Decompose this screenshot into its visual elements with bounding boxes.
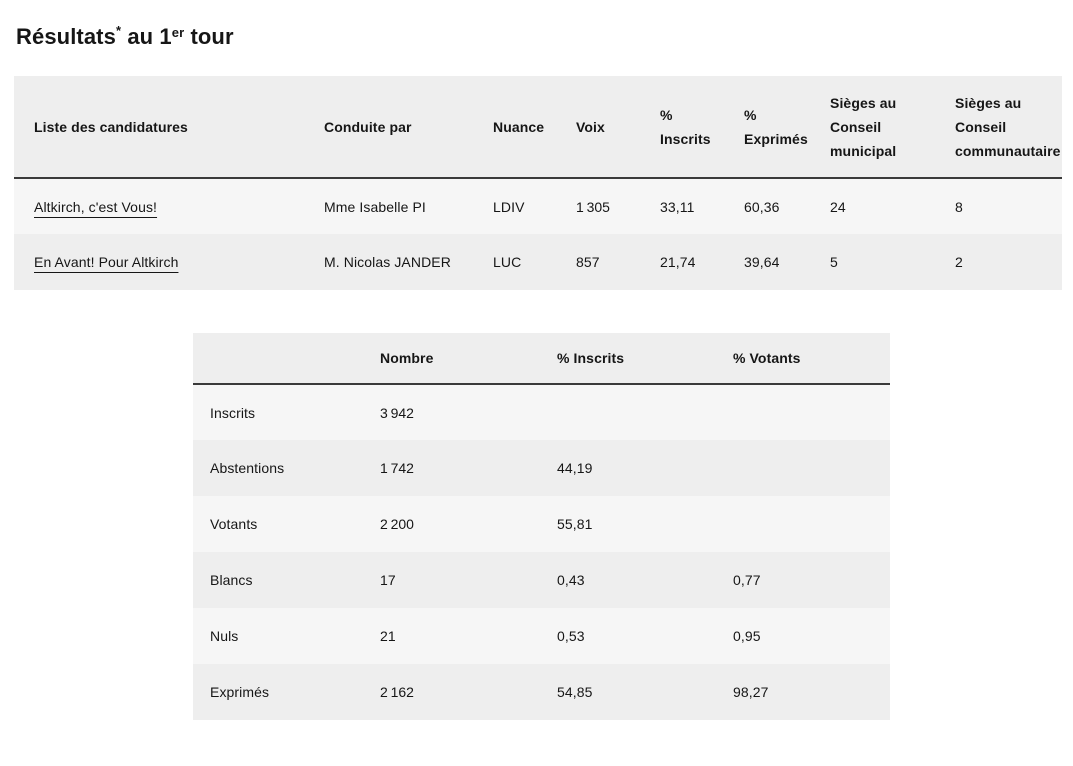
- cell-liste: Altkirch, c'est Vous!: [14, 178, 304, 234]
- cell-nombre: 21: [363, 608, 540, 664]
- cell-pct-inscrits: 54,85: [540, 664, 716, 720]
- cell-pct-inscrits: 0,53: [540, 608, 716, 664]
- title-text-end: tour: [184, 24, 234, 49]
- cell-nombre: 1 742: [363, 440, 540, 496]
- cell-pct-inscrits: [540, 384, 716, 440]
- cell-pct-exprimes: 60,36: [724, 178, 810, 234]
- col-header-pct-votants: % Votants: [716, 333, 890, 384]
- row-label: Votants: [193, 496, 363, 552]
- cell-conduite: Mme Isabelle PI: [304, 178, 473, 234]
- candidates-results-table: Liste des candidatures Conduite par Nuan…: [14, 76, 1062, 290]
- cell-voix: 857: [556, 234, 640, 290]
- row-label: Inscrits: [193, 384, 363, 440]
- table-row: Votants 2 200 55,81: [193, 496, 890, 552]
- table-row: En Avant! Pour Altkirch M. Nicolas JANDE…: [14, 234, 1062, 290]
- election-results-page: Résultats* au 1er tour Liste des candida…: [14, 24, 1062, 720]
- candidate-list-link[interactable]: En Avant! Pour Altkirch: [34, 254, 179, 270]
- footnote-asterisk: *: [115, 23, 122, 38]
- cell-sieges-municipal: 5: [810, 234, 935, 290]
- cell-pct-votants: 98,27: [716, 664, 890, 720]
- cell-nombre: 2 200: [363, 496, 540, 552]
- col-header-pct-inscrits: % Inscrits: [640, 76, 724, 178]
- cell-pct-votants: [716, 440, 890, 496]
- cell-pct-votants: [716, 384, 890, 440]
- cell-voix: 1 305: [556, 178, 640, 234]
- cell-pct-votants: 0,77: [716, 552, 890, 608]
- col-header-pct-exprimes: % Exprimés: [724, 76, 810, 178]
- cell-nuance: LUC: [473, 234, 556, 290]
- cell-pct-votants: [716, 496, 890, 552]
- cell-pct-inscrits: 55,81: [540, 496, 716, 552]
- cell-sieges-communautaire: 8: [935, 178, 1062, 234]
- cell-pct-votants: 0,95: [716, 608, 890, 664]
- participation-table: Nombre % Inscrits % Votants Inscrits 3 9…: [193, 333, 890, 720]
- table-row: Nuls 21 0,53 0,95: [193, 608, 890, 664]
- results-header-row: Liste des candidatures Conduite par Nuan…: [14, 76, 1062, 178]
- table-row: Blancs 17 0,43 0,77: [193, 552, 890, 608]
- row-label: Abstentions: [193, 440, 363, 496]
- table-row: Exprimés 2 162 54,85 98,27: [193, 664, 890, 720]
- cell-pct-inscrits: 21,74: [640, 234, 724, 290]
- cell-nombre: 2 162: [363, 664, 540, 720]
- cell-pct-inscrits: 0,43: [540, 552, 716, 608]
- cell-nombre: 3 942: [363, 384, 540, 440]
- table-row: Inscrits 3 942: [193, 384, 890, 440]
- col-header-nombre: Nombre: [363, 333, 540, 384]
- candidate-list-link[interactable]: Altkirch, c'est Vous!: [34, 198, 158, 215]
- title-text: Résultats: [16, 24, 116, 49]
- table-row: Abstentions 1 742 44,19: [193, 440, 890, 496]
- col-header-liste-candidatures: Liste des candidatures: [14, 76, 304, 178]
- col-header-nuance: Nuance: [473, 76, 556, 178]
- cell-pct-inscrits: 44,19: [540, 440, 716, 496]
- col-header-empty: [193, 333, 363, 384]
- participation-header-row: Nombre % Inscrits % Votants: [193, 333, 890, 384]
- cell-sieges-municipal: 24: [810, 178, 935, 234]
- cell-conduite: M. Nicolas JANDER: [304, 234, 473, 290]
- cell-pct-inscrits: 33,11: [640, 178, 724, 234]
- cell-nuance: LDIV: [473, 178, 556, 234]
- row-label: Exprimés: [193, 664, 363, 720]
- col-header-conduite-par: Conduite par: [304, 76, 473, 178]
- cell-liste: En Avant! Pour Altkirch: [14, 234, 304, 290]
- row-label: Blancs: [193, 552, 363, 608]
- col-header-sieges-municipal: Sièges au Conseil municipal: [810, 76, 935, 178]
- row-label: Nuls: [193, 608, 363, 664]
- col-header-sieges-communautaire: Sièges au Conseil communautaire: [935, 76, 1062, 178]
- page-title: Résultats* au 1er tour: [16, 24, 1062, 50]
- title-text-mid: au 1: [121, 24, 172, 49]
- col-header-voix: Voix: [556, 76, 640, 178]
- col-header-pct-inscrits: % Inscrits: [540, 333, 716, 384]
- table-row: Altkirch, c'est Vous! Mme Isabelle PI LD…: [14, 178, 1062, 234]
- cell-sieges-communautaire: 2: [935, 234, 1062, 290]
- cell-nombre: 17: [363, 552, 540, 608]
- ordinal-suffix: er: [171, 25, 185, 40]
- cell-pct-exprimes: 39,64: [724, 234, 810, 290]
